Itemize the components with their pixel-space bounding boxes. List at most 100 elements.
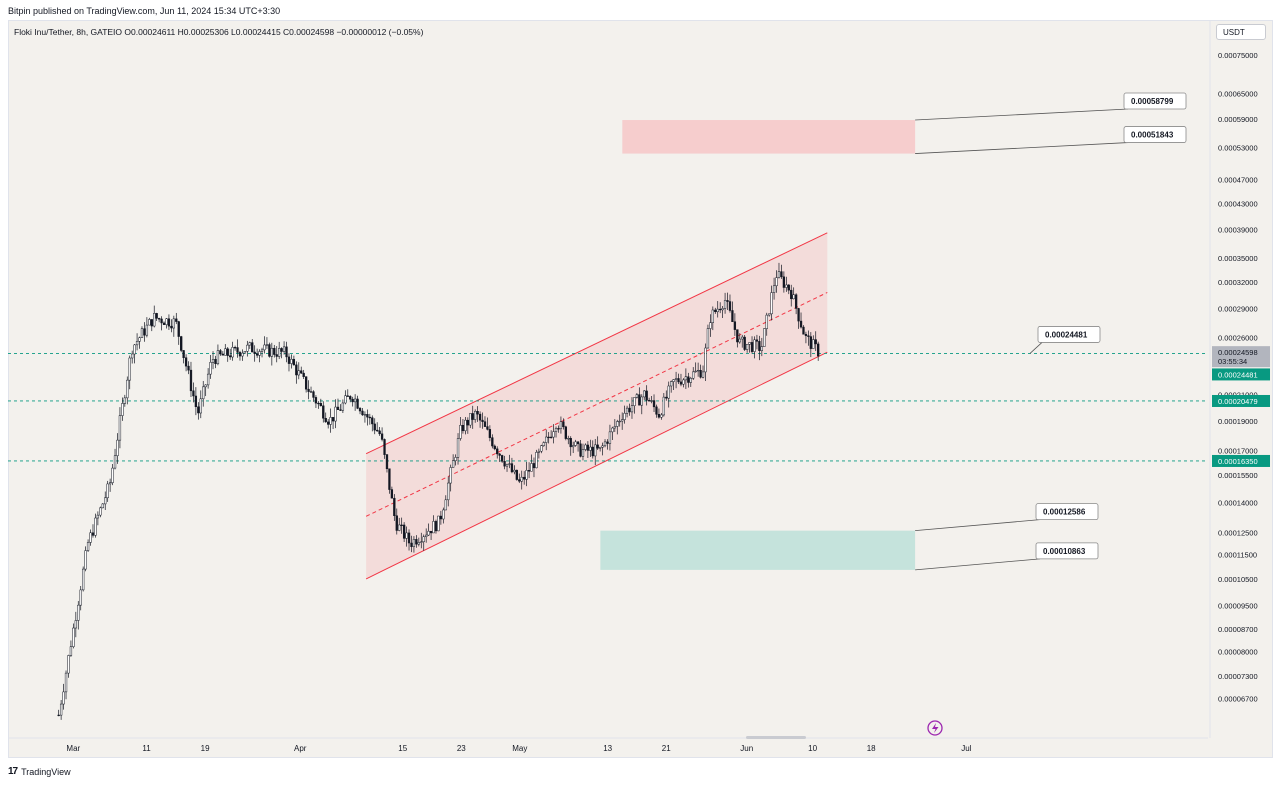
candle[interactable] <box>694 362 697 373</box>
candle[interactable] <box>608 424 612 451</box>
candle[interactable] <box>623 405 626 424</box>
candle[interactable] <box>777 262 781 279</box>
candle[interactable] <box>236 339 239 358</box>
candle[interactable] <box>400 517 403 534</box>
candle[interactable] <box>108 478 112 492</box>
candle[interactable] <box>684 368 688 390</box>
candle[interactable] <box>652 394 656 412</box>
candle[interactable] <box>447 476 450 507</box>
candle[interactable] <box>57 709 60 717</box>
candle[interactable] <box>527 462 531 479</box>
candle[interactable] <box>745 344 749 353</box>
candle[interactable] <box>346 389 349 397</box>
candle[interactable] <box>89 529 92 546</box>
candle[interactable] <box>554 426 558 438</box>
candle[interactable] <box>138 336 141 349</box>
candle[interactable] <box>630 397 634 419</box>
candle[interactable] <box>233 345 237 351</box>
candle[interactable] <box>319 398 322 407</box>
candle[interactable] <box>327 419 330 429</box>
candle[interactable] <box>667 381 670 408</box>
candle[interactable] <box>94 513 97 538</box>
candle[interactable] <box>559 416 563 434</box>
candle[interactable] <box>390 486 394 499</box>
candle[interactable] <box>170 319 173 333</box>
candle[interactable] <box>665 390 668 401</box>
candle[interactable] <box>398 517 401 532</box>
candle[interactable] <box>297 362 300 380</box>
candle[interactable] <box>402 522 406 542</box>
candle[interactable] <box>162 321 166 325</box>
candle[interactable] <box>241 349 244 361</box>
candle[interactable] <box>454 454 457 466</box>
candle[interactable] <box>814 331 817 352</box>
candle[interactable] <box>434 519 438 534</box>
candle[interactable] <box>165 317 168 329</box>
candle[interactable] <box>586 441 590 459</box>
candle[interactable] <box>344 390 347 405</box>
candle[interactable] <box>378 426 381 436</box>
candle[interactable] <box>143 322 146 342</box>
candle[interactable] <box>682 378 685 388</box>
candle[interactable] <box>314 395 318 409</box>
candle[interactable] <box>704 343 707 381</box>
candle[interactable] <box>478 411 482 428</box>
candle[interactable] <box>131 350 134 364</box>
candle[interactable] <box>331 417 335 430</box>
candle[interactable] <box>692 367 695 381</box>
candle[interactable] <box>510 457 514 474</box>
candle[interactable] <box>280 347 283 359</box>
candle[interactable] <box>701 365 705 379</box>
candle[interactable] <box>216 344 220 366</box>
candle[interactable] <box>616 419 619 435</box>
candle[interactable] <box>307 380 310 400</box>
candle[interactable] <box>721 306 724 319</box>
candle[interactable] <box>180 335 183 353</box>
candle[interactable] <box>596 436 599 450</box>
candle[interactable] <box>657 408 661 419</box>
candle[interactable] <box>719 302 722 314</box>
candle[interactable] <box>358 406 362 415</box>
candle[interactable] <box>405 526 408 547</box>
candle[interactable] <box>567 435 570 445</box>
candle[interactable] <box>385 454 389 473</box>
candle[interactable] <box>709 314 712 337</box>
candle[interactable] <box>263 336 266 354</box>
candle[interactable] <box>728 294 732 313</box>
candle[interactable] <box>150 319 153 332</box>
candle[interactable] <box>711 306 714 331</box>
candle[interactable] <box>246 340 249 357</box>
candle[interactable] <box>486 417 489 431</box>
candle[interactable] <box>258 349 261 363</box>
candle[interactable] <box>696 362 700 377</box>
candle[interactable] <box>334 399 337 429</box>
candle[interactable] <box>121 397 124 421</box>
candle[interactable] <box>255 348 259 358</box>
candle[interactable] <box>69 640 73 657</box>
candle[interactable] <box>471 405 474 429</box>
candle[interactable] <box>753 336 756 359</box>
candle[interactable] <box>123 394 126 407</box>
candle[interactable] <box>613 419 616 432</box>
candle[interactable] <box>336 398 340 410</box>
candle[interactable] <box>82 566 85 592</box>
candle[interactable] <box>537 448 541 459</box>
candle[interactable] <box>219 348 222 356</box>
candle[interactable] <box>794 293 798 315</box>
candle[interactable] <box>427 523 430 536</box>
candle[interactable] <box>99 506 102 518</box>
candle[interactable] <box>748 342 751 353</box>
candle[interactable] <box>116 433 119 464</box>
callout-buy-high[interactable]: 0.00012586 <box>915 503 1099 532</box>
candle[interactable] <box>488 425 492 442</box>
candle[interactable] <box>211 351 215 370</box>
candle[interactable] <box>214 355 217 369</box>
candle[interactable] <box>273 344 276 358</box>
candle[interactable] <box>518 473 521 484</box>
candle[interactable] <box>172 315 175 337</box>
candle[interactable] <box>542 441 545 447</box>
candle[interactable] <box>699 364 702 379</box>
candle[interactable] <box>611 426 614 440</box>
candle[interactable] <box>496 446 499 459</box>
candle[interactable] <box>755 334 759 350</box>
